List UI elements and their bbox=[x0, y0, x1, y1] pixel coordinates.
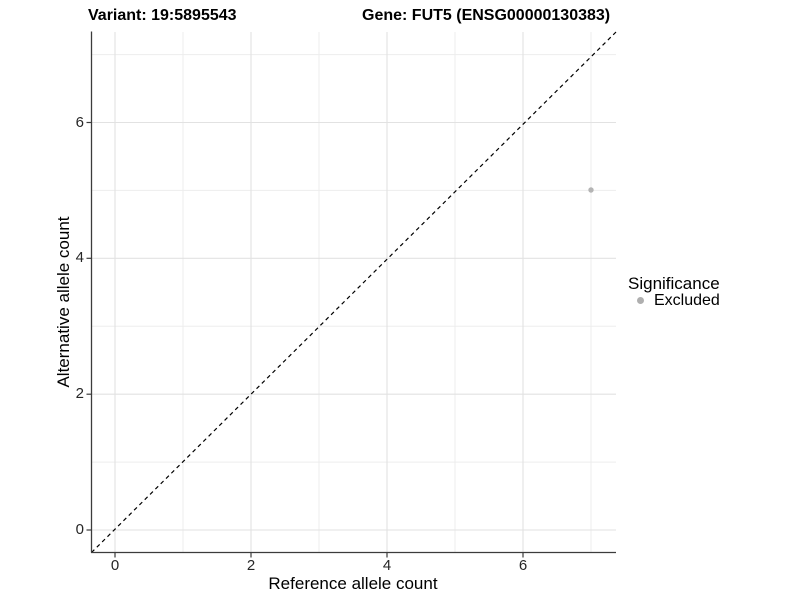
x-tick-label-2: 2 bbox=[246, 557, 256, 574]
y-tick-label-2: 2 bbox=[75, 385, 84, 403]
y-axis-title: Alternative allele count bbox=[54, 216, 73, 388]
plot-title-variant: Variant: 19:5895543 bbox=[88, 7, 237, 24]
x-tick-label-0: 0 bbox=[110, 557, 120, 574]
identity-reference-line bbox=[91, 31, 617, 553]
y-tick-label-0: 0 bbox=[75, 521, 84, 538]
x-axis-title: Reference allele count bbox=[268, 574, 438, 593]
axis-lines bbox=[90, 31, 616, 554]
y-tick-label-6: 6 bbox=[75, 113, 84, 131]
legend-title: Significance bbox=[628, 274, 720, 293]
y-tick-label-4: 4 bbox=[75, 249, 84, 267]
tick-marks bbox=[86, 121, 524, 558]
plot-title-gene: Gene: FUT5 (ENSG00000130383) bbox=[362, 7, 611, 24]
data-point bbox=[588, 187, 594, 193]
x-tick-label-4: 4 bbox=[382, 557, 392, 574]
excluded-point-marker-icon bbox=[637, 297, 644, 304]
legend-item-label: Excluded bbox=[654, 292, 720, 309]
minor-gridlines bbox=[91, 32, 616, 553]
major-gridlines bbox=[91, 32, 616, 553]
x-tick-label-6: 6 bbox=[518, 557, 528, 574]
